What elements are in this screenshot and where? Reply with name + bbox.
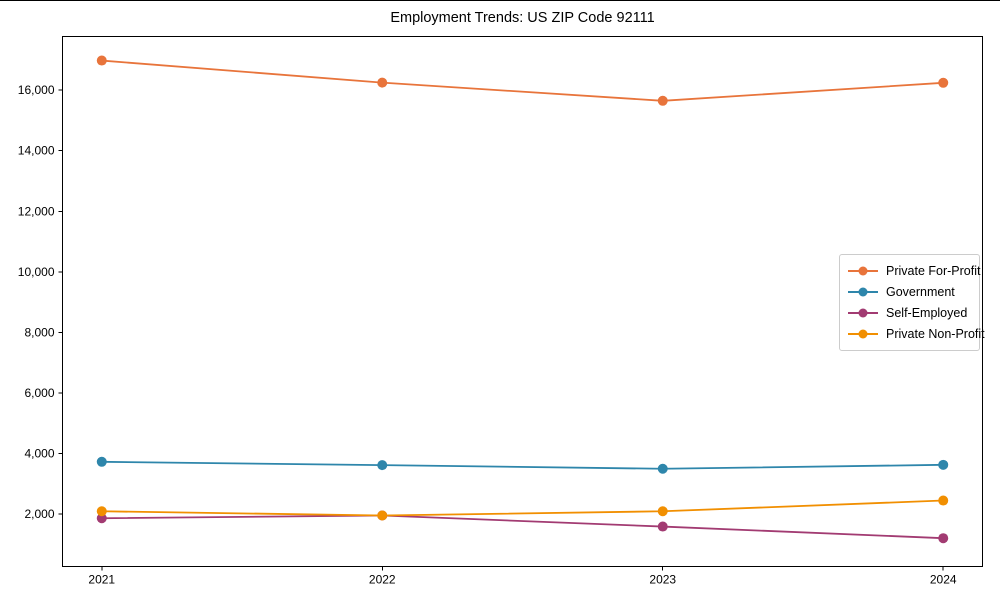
legend-label: Government xyxy=(886,284,955,299)
y-axis-tick-label: 2,000 xyxy=(24,507,54,521)
y-axis-tick-label: 16,000 xyxy=(18,83,55,97)
x-axis-tick-label: 2024 xyxy=(930,573,957,587)
data-point-private-for-profit xyxy=(377,77,388,88)
plot-border xyxy=(62,36,983,567)
series-line-government xyxy=(100,460,945,470)
legend-item-private-for-profit: Private For-Profit xyxy=(848,264,980,278)
data-point-self-employed xyxy=(96,513,107,524)
series-line-self-employed xyxy=(100,514,945,540)
x-axis-tick-label: 2023 xyxy=(649,573,676,587)
y-axis-tick-label: 8,000 xyxy=(24,325,54,339)
data-point-government xyxy=(377,460,388,471)
data-point-private-for-profit xyxy=(96,55,107,66)
data-point-private-for-profit xyxy=(938,77,949,88)
series-line-private-non-profit xyxy=(100,499,945,517)
legend-marker-icon xyxy=(848,287,878,297)
x-axis-tick-label: 2022 xyxy=(369,573,396,587)
legend-marker-icon xyxy=(848,308,878,318)
legend-label: Private Non-Profit xyxy=(886,327,985,342)
data-point-self-employed xyxy=(938,533,949,544)
y-axis-tick-label: 12,000 xyxy=(18,204,55,218)
legend-item-private-non-profit: Private Non-Profit xyxy=(848,327,985,341)
legend-label: Self-Employed xyxy=(886,306,968,321)
x-axis-tick-label: 2021 xyxy=(88,573,115,587)
y-axis-tick-label: 6,000 xyxy=(24,386,54,400)
legend: Private For-Profit Government Self-Employe… xyxy=(839,254,985,351)
data-point-private-non-profit xyxy=(96,506,107,517)
legend-item-government: Government xyxy=(848,285,971,299)
y-axis-tick-label: 4,000 xyxy=(24,446,54,460)
chart-title: Employment Trends: US ZIP Code 92111 xyxy=(390,10,655,26)
data-point-private-non-profit xyxy=(938,495,949,506)
data-point-government xyxy=(938,459,949,470)
data-point-government xyxy=(96,456,107,467)
series-line-private-for-profit xyxy=(100,59,945,102)
legend-marker-icon xyxy=(848,329,878,339)
data-point-government xyxy=(657,463,668,474)
data-point-private-non-profit xyxy=(657,506,668,517)
legend-dot-icon xyxy=(858,329,868,339)
legend-dot-icon xyxy=(858,287,868,297)
legend-item-self-employed: Self-Employed xyxy=(848,306,971,320)
legend-label: Private For-Profit xyxy=(886,263,981,278)
data-point-private-for-profit xyxy=(657,95,668,106)
legend-dot-icon xyxy=(858,308,868,318)
y-axis-tick-label: 14,000 xyxy=(18,144,55,158)
y-axis-tick-label: 10,000 xyxy=(18,265,55,279)
data-point-self-employed xyxy=(657,521,668,532)
legend-dot-icon xyxy=(858,266,868,276)
data-point-private-non-profit xyxy=(377,510,388,521)
legend-marker-icon xyxy=(848,266,878,276)
